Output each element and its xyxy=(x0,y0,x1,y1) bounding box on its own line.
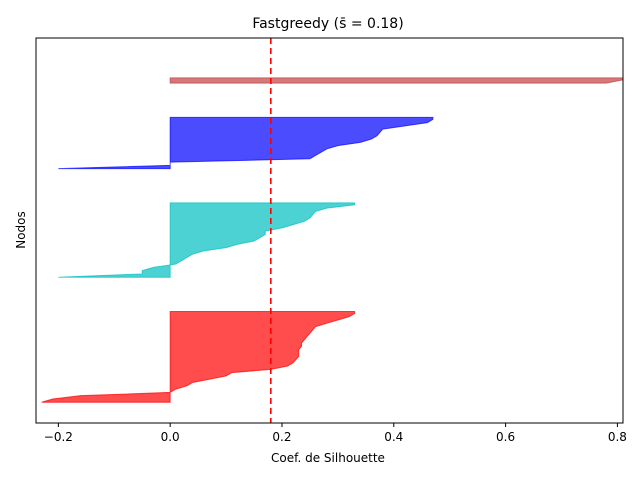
chart-title-symbol: s̄ xyxy=(339,16,346,32)
plot-area xyxy=(41,77,624,403)
cluster-4-area xyxy=(169,77,624,84)
x-axis-label: Coef. de Silhouette xyxy=(271,451,385,465)
cluster-2-area xyxy=(58,202,356,278)
x-tick-label: 0.4 xyxy=(384,430,403,444)
x-axis: −0.2 0.0 0.2 0.4 0.6 0.8 xyxy=(44,423,627,444)
x-tick-label: 0.2 xyxy=(272,430,291,444)
x-tick-label: 0.6 xyxy=(496,430,515,444)
chart-title: Fastgreedy (s̄ = 0.18) xyxy=(252,16,403,32)
cluster-1-area xyxy=(41,310,356,403)
x-tick-label: 0.0 xyxy=(161,430,180,444)
chart-title-prefix: Fastgreedy ( xyxy=(252,16,339,32)
x-tick-label: 0.8 xyxy=(608,430,627,444)
x-tick-label: −0.2 xyxy=(44,430,73,444)
cluster-3-area xyxy=(58,116,434,170)
y-axis-label: Nodos xyxy=(14,211,28,249)
chart-title-suffix: = 0.18) xyxy=(346,16,403,32)
axes-frame xyxy=(35,37,624,424)
